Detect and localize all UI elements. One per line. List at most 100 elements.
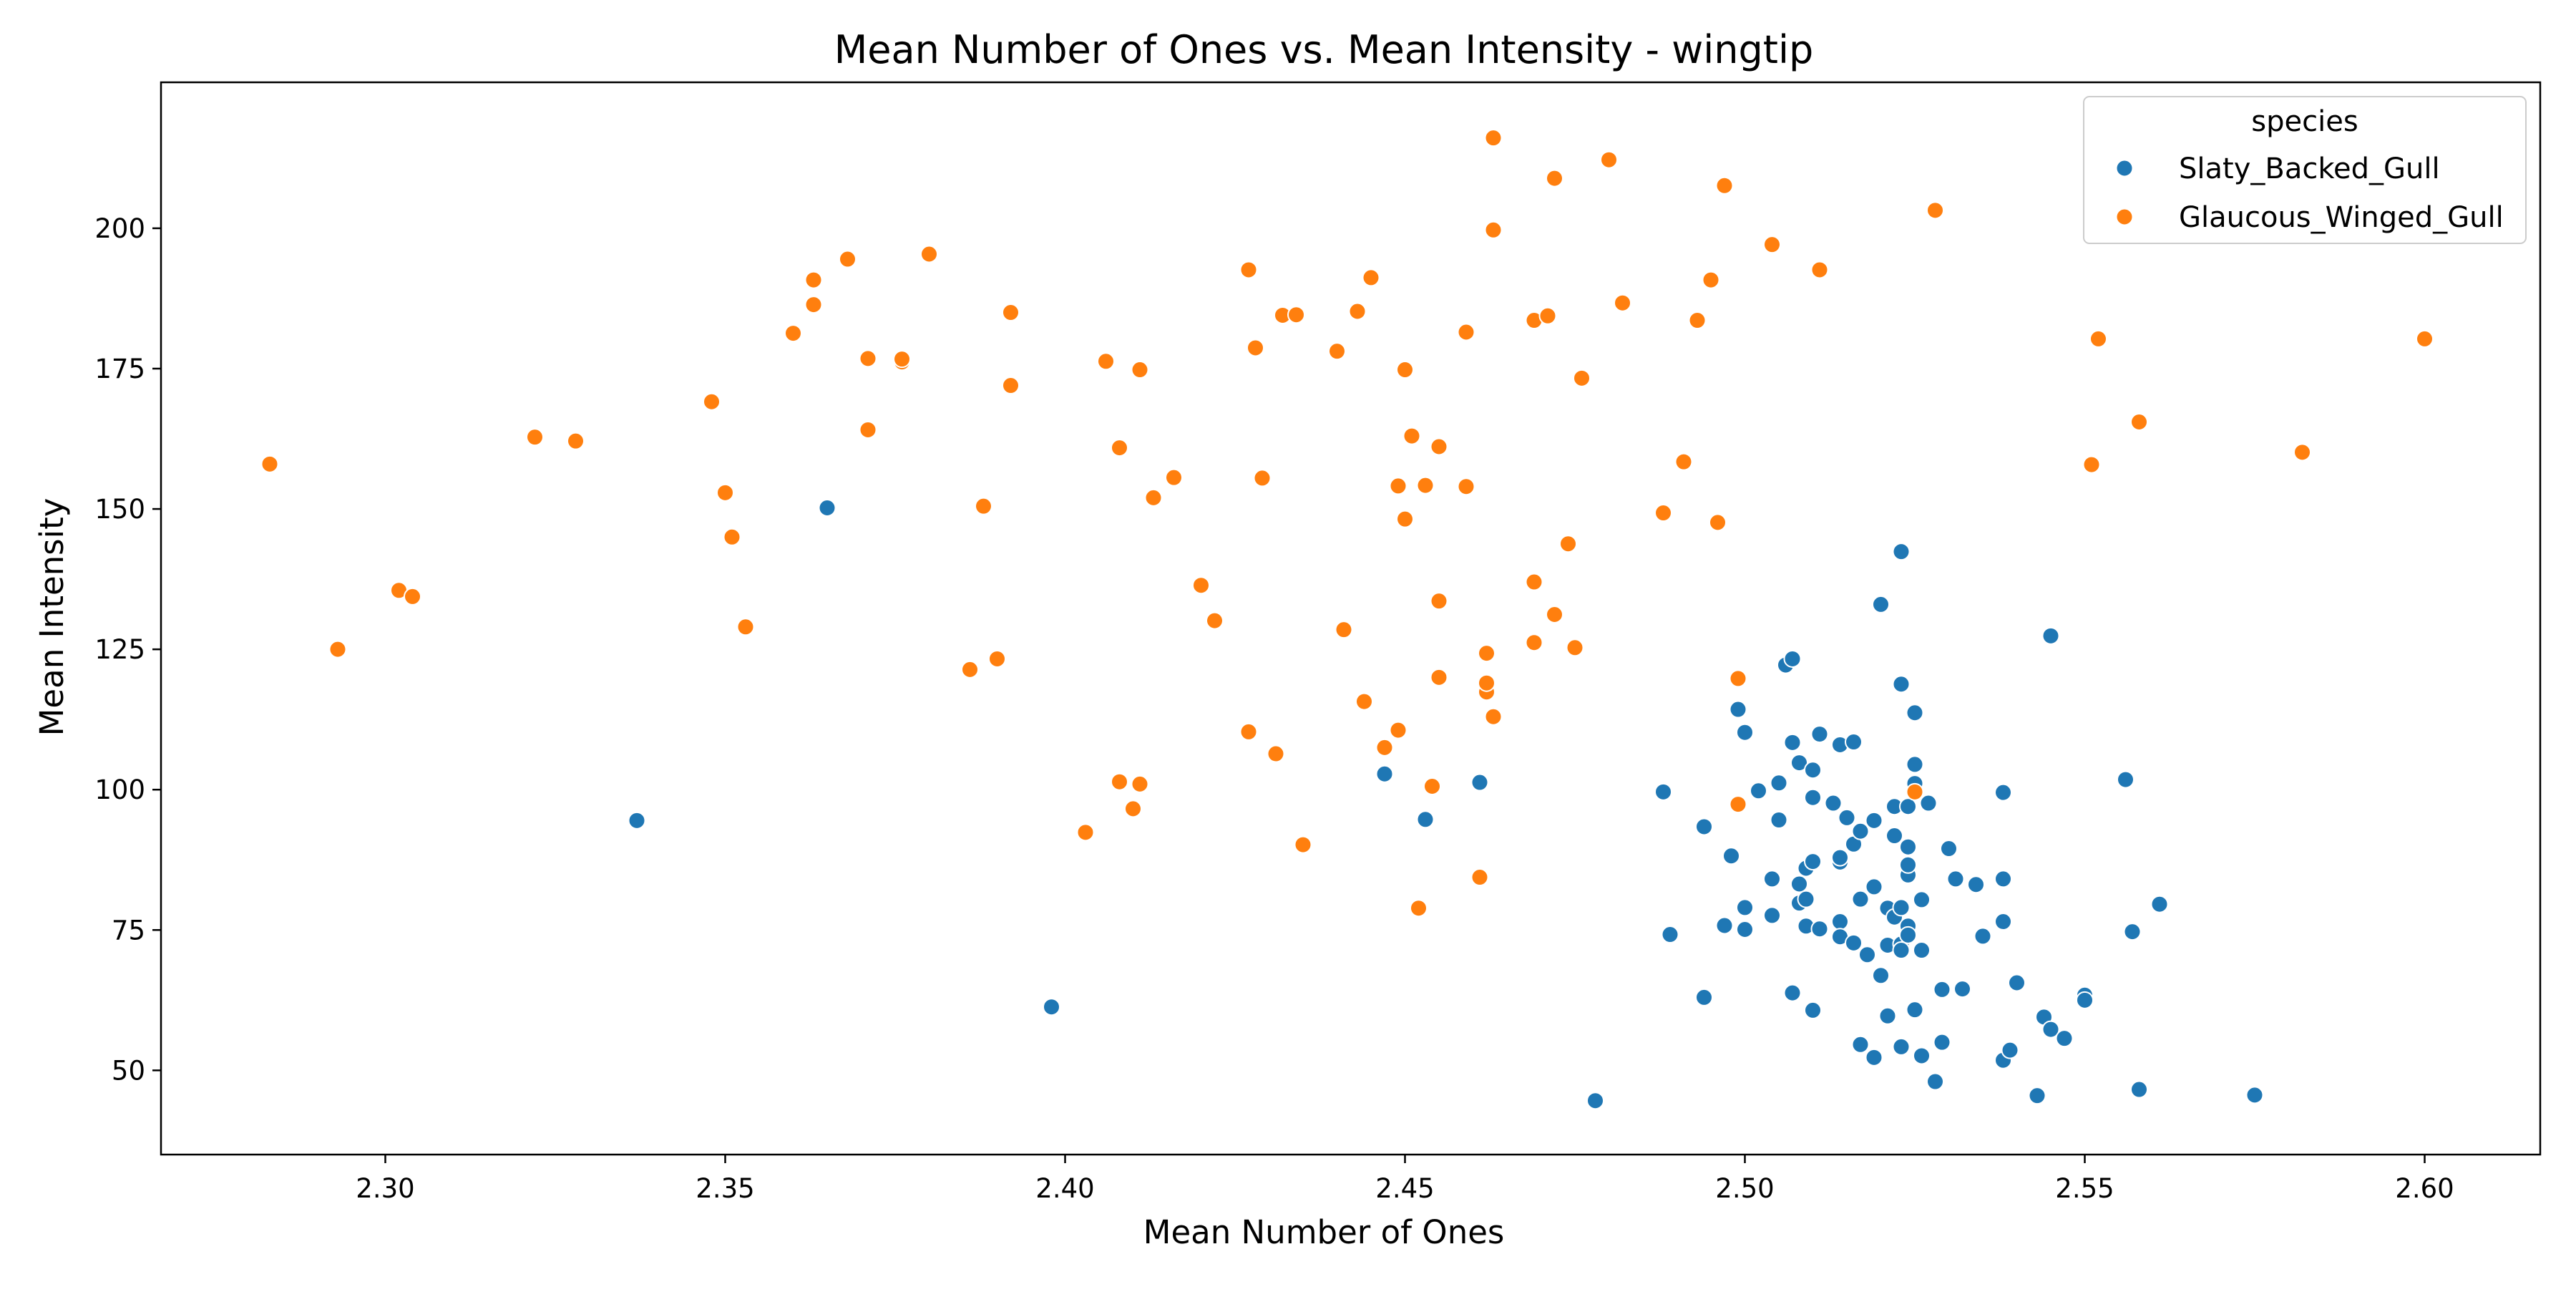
data-point [1586, 1092, 1604, 1110]
data-point [1926, 1072, 1944, 1091]
data-point [1423, 777, 1441, 796]
x-tick-label: 2.45 [1375, 1173, 1434, 1204]
data-point [1790, 754, 1808, 772]
data-point [920, 245, 938, 263]
data-point [1410, 899, 1428, 918]
data-point [1940, 840, 1958, 858]
y-tick-label: 125 [94, 634, 145, 665]
data-point [1246, 339, 1264, 357]
data-point [1953, 980, 1971, 999]
data-point [1375, 764, 1394, 783]
data-point [1416, 810, 1435, 829]
data-point [2117, 770, 2135, 789]
data-point [1736, 898, 1754, 917]
data-point [1994, 783, 2012, 802]
data-point [1994, 870, 2012, 888]
data-point [1810, 725, 1829, 744]
data-point [1348, 302, 1367, 321]
data-point [1933, 1033, 1951, 1051]
data-point [1267, 744, 1285, 763]
data-point [1865, 811, 1883, 830]
data-point [526, 428, 544, 447]
data-point [1546, 606, 1563, 624]
data-point [1851, 822, 1870, 840]
data-point [1913, 1046, 1931, 1065]
data-point [1838, 808, 1856, 827]
data-point [2089, 329, 2107, 348]
data-point [1362, 268, 1380, 287]
series-1 [260, 129, 2434, 918]
data-point [1573, 369, 1591, 387]
data-point [1002, 377, 1020, 395]
data-point [1824, 794, 1843, 812]
data-point [2293, 443, 2311, 462]
data-point [1111, 439, 1128, 457]
data-point [1546, 169, 1563, 188]
data-point [1750, 782, 1767, 800]
x-tick-label: 2.30 [356, 1173, 414, 1204]
data-point [1131, 361, 1149, 379]
data-point [1865, 878, 1883, 896]
data-point [961, 660, 979, 679]
y-tick-label: 175 [94, 354, 145, 384]
data-point [1253, 469, 1272, 487]
data-point [1919, 794, 1938, 812]
data-point [1416, 476, 1435, 495]
data-point [859, 420, 877, 439]
data-point [1906, 755, 1924, 774]
data-point [839, 250, 857, 268]
data-point [1831, 913, 1849, 931]
y-tick-label: 100 [94, 774, 145, 805]
data-point [2150, 895, 2169, 913]
y-tick-label: 50 [112, 1055, 145, 1086]
data-point [1913, 941, 1931, 960]
points-layer [260, 129, 2434, 1110]
data-point [1457, 323, 1475, 341]
data-point [1457, 477, 1475, 496]
data-point [859, 349, 877, 368]
y-tick-label: 200 [94, 213, 145, 244]
data-point [2008, 973, 2026, 992]
data-point [1810, 261, 1829, 279]
data-point [1763, 906, 1781, 925]
data-point [2082, 455, 2101, 474]
legend-marker [2115, 159, 2134, 178]
data-point [1470, 773, 1489, 792]
data-point [893, 350, 911, 369]
data-point [1899, 926, 1917, 944]
data-point [1783, 733, 1802, 752]
data-point [1878, 1006, 1897, 1025]
data-point [2041, 1020, 2060, 1039]
data-point [1736, 920, 1754, 938]
data-point [1933, 980, 1951, 999]
data-point [2130, 412, 2148, 431]
data-point [1906, 1001, 1924, 1019]
data-point [1845, 933, 1863, 952]
data-point [1729, 700, 1747, 719]
data-point [975, 497, 992, 515]
data-point [1239, 261, 1258, 279]
data-point [1614, 293, 1631, 312]
data-point [1695, 817, 1713, 836]
data-point [2076, 991, 2094, 1009]
data-point [1974, 927, 1992, 946]
data-point [1402, 427, 1421, 445]
data-point [1906, 704, 1924, 722]
data-point [628, 811, 646, 830]
legend-label: Glaucous_Winged_Gull [2179, 201, 2504, 234]
data-point [1389, 721, 1407, 739]
x-tick-label: 2.50 [1715, 1173, 1774, 1204]
data-point [1783, 983, 1802, 1002]
data-point [2055, 1029, 2074, 1048]
data-point [1566, 638, 1584, 657]
data-point [1525, 573, 1543, 591]
series-0 [628, 498, 2264, 1110]
data-point [404, 587, 421, 606]
data-point [1783, 649, 1802, 668]
legend: species Slaty_Backed_Gull Glaucous_Winged_… [2083, 96, 2527, 244]
data-point [736, 618, 755, 636]
data-point [1192, 576, 1210, 595]
data-point [1885, 827, 1903, 845]
data-point [1804, 788, 1822, 807]
data-point [818, 498, 836, 517]
